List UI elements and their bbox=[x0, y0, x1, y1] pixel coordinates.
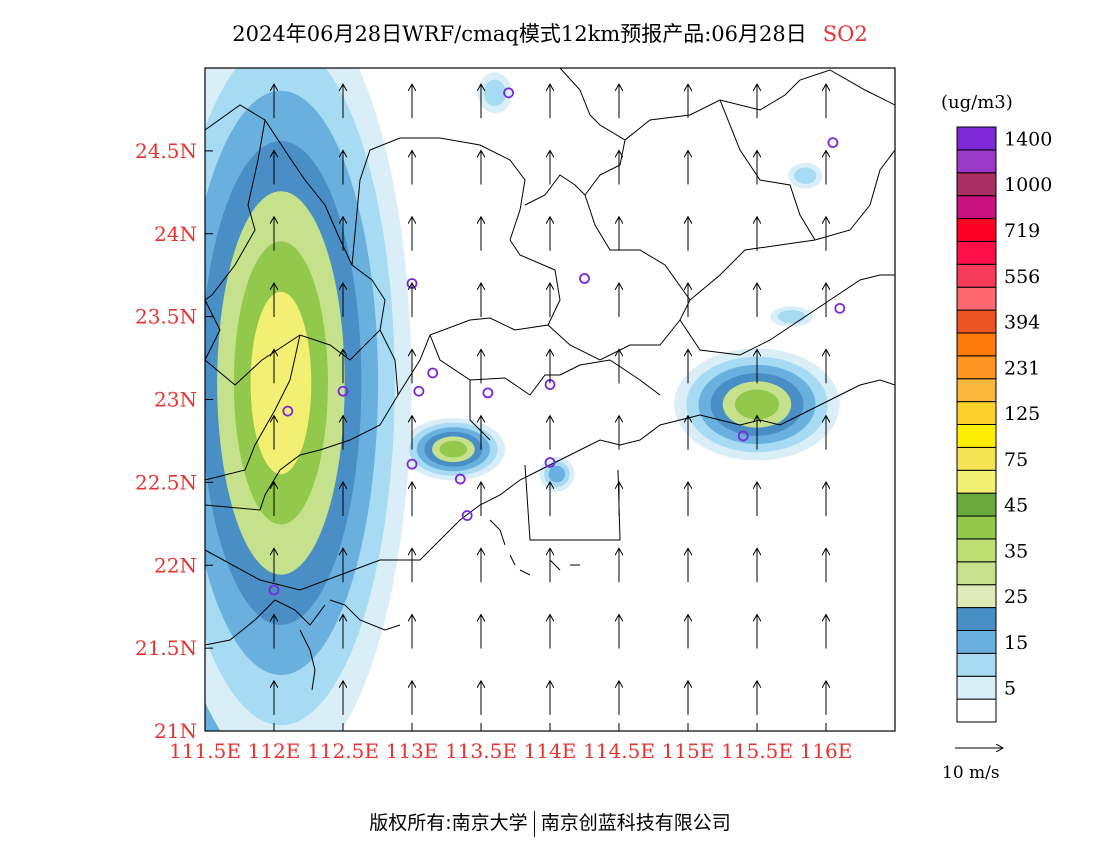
colorbar-label-11: 1000 bbox=[1004, 174, 1052, 196]
colorbar-swatch-21 bbox=[956, 218, 997, 242]
lon-tick-label-3: 113E bbox=[386, 739, 439, 763]
colorbar-swatch-22 bbox=[956, 195, 997, 220]
lon-tick-label-4: 113.5E bbox=[445, 739, 517, 763]
lon-tick-label-7: 115E bbox=[662, 739, 715, 763]
lat-tick-label-5: 23.5N bbox=[135, 305, 197, 329]
title-species: SO2 bbox=[822, 22, 868, 46]
station-marker-5 bbox=[337, 385, 349, 397]
colorbar-swatch-15 bbox=[956, 355, 997, 380]
colorbar-swatch-0 bbox=[956, 698, 997, 723]
colorbar-label-6: 125 bbox=[1004, 403, 1040, 425]
lon-tick-label-5: 114E bbox=[524, 739, 577, 763]
colorbar-swatch-10 bbox=[956, 469, 997, 494]
station-marker-16 bbox=[268, 584, 280, 596]
colorbar-swatch-24 bbox=[956, 149, 997, 174]
colorbar-swatch-2 bbox=[956, 652, 997, 677]
colorbar-swatch-11 bbox=[956, 446, 997, 471]
colorbar-label-5: 75 bbox=[1004, 449, 1028, 471]
colorbar-swatch-5 bbox=[956, 584, 997, 609]
wind-reference-label: 10 m/s bbox=[942, 763, 1000, 783]
colorbar-label-0: 5 bbox=[1004, 678, 1016, 700]
concentration-shading bbox=[205, 68, 840, 731]
colorbar-swatch-6 bbox=[956, 561, 997, 586]
station-marker-10 bbox=[282, 405, 294, 417]
colorbar-swatch-17 bbox=[956, 309, 997, 334]
plume-7-level-1 bbox=[483, 79, 506, 107]
lat-tick-label-6: 24N bbox=[154, 222, 197, 246]
colorbar-label-3: 35 bbox=[1004, 540, 1028, 562]
colorbar-swatch-25 bbox=[956, 126, 997, 151]
station-marker-8 bbox=[482, 387, 494, 399]
colorbar-swatch-20 bbox=[956, 240, 997, 265]
colorbar-label-8: 394 bbox=[1004, 312, 1040, 334]
longitude-axis: 111.5E 112E 112.5E 113E 113.5E 114E 114.5E 115E… bbox=[169, 723, 852, 763]
colorbar-label-10: 719 bbox=[1004, 220, 1040, 242]
lat-tick-label-2: 22N bbox=[154, 553, 197, 577]
station-marker-14 bbox=[461, 510, 473, 521]
copyright-right: 南京创蓝科技有限公司 bbox=[540, 812, 731, 834]
latitude-axis: 21N 21.5N 22N 22.5N 23N 23.5N 24N 24.5N bbox=[135, 139, 213, 743]
lon-tick-label-6: 114.5E bbox=[583, 739, 655, 763]
station-marker-12 bbox=[454, 473, 466, 485]
colorbar-swatch-9 bbox=[956, 492, 997, 517]
colorbar-swatch-7 bbox=[956, 538, 997, 563]
plume-5-level-1 bbox=[794, 167, 817, 185]
station-marker-1 bbox=[827, 137, 839, 148]
plume-6-level-1 bbox=[777, 309, 806, 324]
station-marker-15 bbox=[737, 430, 749, 442]
station-marker-11 bbox=[406, 458, 418, 470]
lat-tick-label-4: 23N bbox=[154, 388, 197, 412]
station-marker-4 bbox=[834, 302, 846, 314]
plume-4-level-2 bbox=[548, 465, 566, 483]
colorbar-swatch-1 bbox=[956, 675, 997, 700]
lon-tick-label-2: 112.5E bbox=[307, 739, 379, 763]
station-marker-6 bbox=[427, 367, 439, 379]
colorbar-label-2: 25 bbox=[1004, 586, 1028, 608]
colorbar-swatch-4 bbox=[956, 607, 997, 631]
copyright-footer: 版权所有:南京大学 南京创蓝科技有限公司 bbox=[0, 808, 1100, 837]
station-marker-3 bbox=[579, 273, 590, 284]
colorbar-unit: (ug/m3) bbox=[941, 92, 1013, 113]
colorbar-swatch-23 bbox=[956, 172, 997, 197]
title-main: 2024年06月28日WRF/cmaq模式12km预报产品:06月28日 bbox=[232, 22, 807, 46]
lon-tick-label-1: 112E bbox=[248, 739, 301, 763]
station-marker-0 bbox=[503, 87, 515, 99]
station-marker-7 bbox=[413, 385, 425, 397]
colorbar-swatch-12 bbox=[956, 424, 997, 448]
wind-vectors bbox=[274, 84, 826, 715]
colorbar-swatch-8 bbox=[956, 515, 997, 540]
copyright-divider bbox=[533, 810, 535, 837]
map-title: 2024年06月28日WRF/cmaq模式12km预报产品:06月28日 SO2 bbox=[0, 18, 1100, 48]
colorbar-label-1: 15 bbox=[1004, 632, 1028, 654]
lat-tick-label-7: 24.5N bbox=[135, 139, 197, 163]
lat-tick-label-0: 21N bbox=[154, 719, 197, 743]
colorbar-swatch-16 bbox=[956, 332, 997, 357]
station-marker-13 bbox=[544, 457, 556, 468]
wind-reference: 10 m/s bbox=[942, 748, 1003, 783]
plume-3-level-5 bbox=[734, 389, 780, 420]
colorbar-swatch-13 bbox=[956, 401, 997, 426]
colorbar-legend: (ug/m3) 5 15 25 35 45 75 125 231 394 556 719 1000 140… bbox=[941, 92, 1052, 723]
colorbar-label-7: 231 bbox=[1004, 357, 1040, 379]
colorbar-swatch-18 bbox=[956, 286, 997, 311]
lon-tick-label-8: 115.5E bbox=[721, 739, 793, 763]
plume-2-level-5 bbox=[439, 440, 468, 458]
plume-1-level-6 bbox=[250, 291, 312, 475]
copyright-left: 版权所有:南京大学 bbox=[369, 812, 528, 834]
lat-tick-label-1: 21.5N bbox=[135, 636, 197, 660]
colorbar-swatch-19 bbox=[956, 263, 997, 288]
colorbar-label-12: 1400 bbox=[1004, 128, 1052, 150]
lon-tick-label-9: 116E bbox=[800, 739, 853, 763]
colorbar-swatch-14 bbox=[956, 378, 997, 403]
colorbar-label-4: 45 bbox=[1004, 495, 1028, 517]
lon-tick-label-0: 111.5E bbox=[169, 739, 241, 763]
colorbar-label-9: 556 bbox=[1004, 266, 1040, 288]
colorbar-swatch-3 bbox=[956, 629, 997, 654]
lat-tick-label-3: 22.5N bbox=[135, 470, 197, 494]
